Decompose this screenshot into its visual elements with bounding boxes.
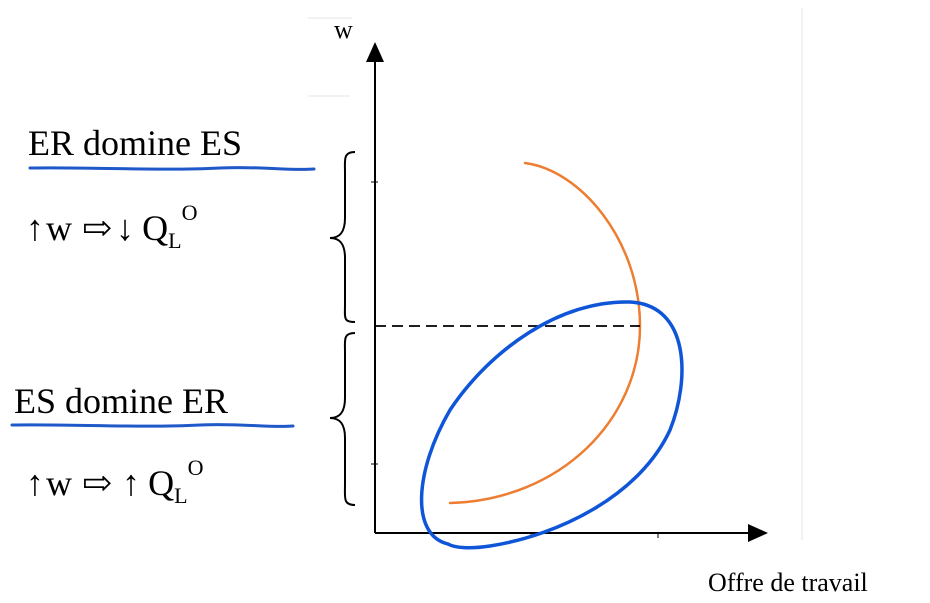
up-arrow-icon: ↑ — [26, 463, 44, 503]
quantity-symbol: Q — [142, 208, 168, 248]
lower-effect: ↑w ⇨ ↑ QLO — [26, 455, 204, 508]
down-arrow-icon: ↓ — [116, 208, 134, 248]
arrow-right-icon — [748, 524, 768, 542]
curly-brace-icon — [329, 332, 356, 506]
axes — [366, 42, 768, 542]
up-arrow-icon: ↑ — [26, 208, 44, 248]
quantity-superscript: O — [188, 455, 204, 480]
implies-icon: ⇨ — [82, 208, 112, 248]
up-arrow-icon: ↑ — [122, 463, 140, 503]
curly-brace-icon — [329, 151, 356, 323]
wage-symbol: w — [46, 208, 72, 248]
lower-region: ES domine ER ↑w ⇨ ↑ QLO — [10, 381, 295, 508]
upper-region: ER domine ES ↑w ⇨ ↓ QLO — [26, 123, 316, 253]
labor-supply-curve — [448, 161, 642, 505]
quantity-superscript: O — [182, 200, 198, 225]
upper-title-underline — [28, 166, 316, 171]
quantity-subscript: L — [174, 483, 187, 508]
upper-region-title: ER domine ES — [28, 123, 242, 163]
x-axis-label: Offre de travail — [708, 568, 868, 597]
quantity-subscript: L — [168, 228, 181, 253]
arrow-up-icon — [366, 42, 384, 62]
implies-icon: ⇨ — [82, 463, 112, 503]
lower-region-title: ES domine ER — [14, 381, 228, 421]
quantity-symbol: Q — [148, 463, 174, 503]
y-axis-label: w — [334, 15, 353, 44]
lower-title-underline — [10, 423, 295, 428]
highlight-ellipse — [419, 300, 684, 550]
wage-symbol: w — [46, 463, 72, 503]
upper-effect: ↑w ⇨ ↓ QLO — [26, 200, 198, 253]
